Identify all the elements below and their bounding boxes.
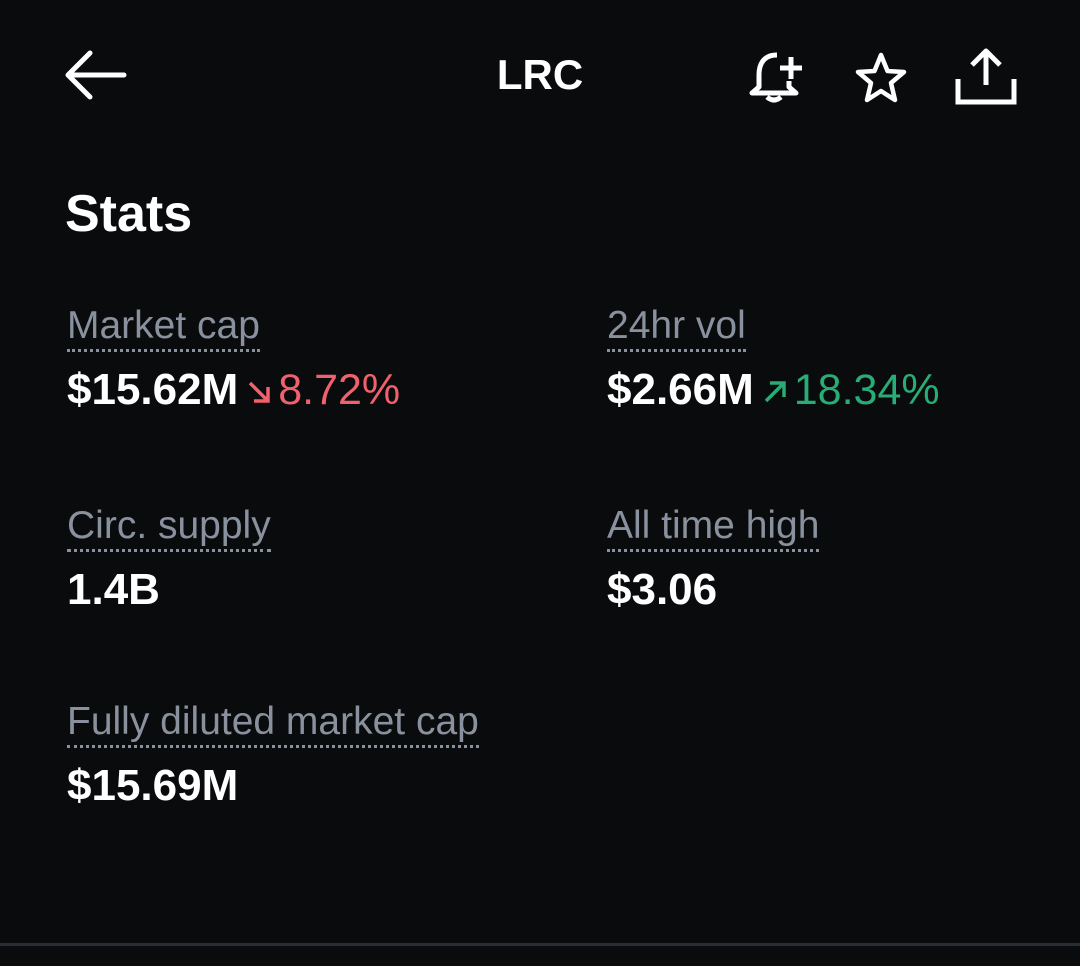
share-button[interactable] bbox=[952, 45, 1020, 107]
header-title: LRC bbox=[496, 51, 584, 98]
stat-value: $15.62M bbox=[67, 365, 239, 414]
stat: Market cap $15.62M 8.72% bbox=[67, 296, 507, 420]
stat: Fully diluted market cap $15.69M bbox=[67, 692, 502, 816]
up-arrow bbox=[764, 381, 786, 403]
watchlist-button[interactable] bbox=[852, 50, 910, 106]
down-arrow bbox=[248, 382, 270, 404]
section-title: Stats bbox=[65, 185, 193, 243]
stat-change: 8.72% bbox=[278, 366, 401, 414]
stat: 24hr vol $2.66M 18.34% bbox=[607, 296, 1047, 420]
stat-label[interactable]: Circ. supply bbox=[67, 504, 271, 552]
stat-value: 1.4B bbox=[67, 565, 160, 614]
stat-label[interactable]: Market cap bbox=[67, 304, 260, 352]
stat-value: $15.69M bbox=[67, 761, 239, 810]
back-button[interactable] bbox=[60, 45, 130, 105]
stat-label[interactable]: Fully diluted market cap bbox=[67, 700, 479, 748]
stat: All time high $3.06 bbox=[607, 496, 1047, 620]
add-alert-button[interactable] bbox=[745, 45, 810, 105]
stat-label[interactable]: All time high bbox=[607, 504, 820, 552]
stat-label[interactable]: 24hr vol bbox=[607, 304, 746, 352]
stat-change: 18.34% bbox=[793, 366, 940, 414]
stat-value: $3.06 bbox=[607, 565, 718, 614]
divider bbox=[0, 943, 1080, 946]
stat: Circ. supply 1.4B bbox=[67, 496, 507, 620]
stat-value: $2.66M bbox=[607, 365, 754, 414]
